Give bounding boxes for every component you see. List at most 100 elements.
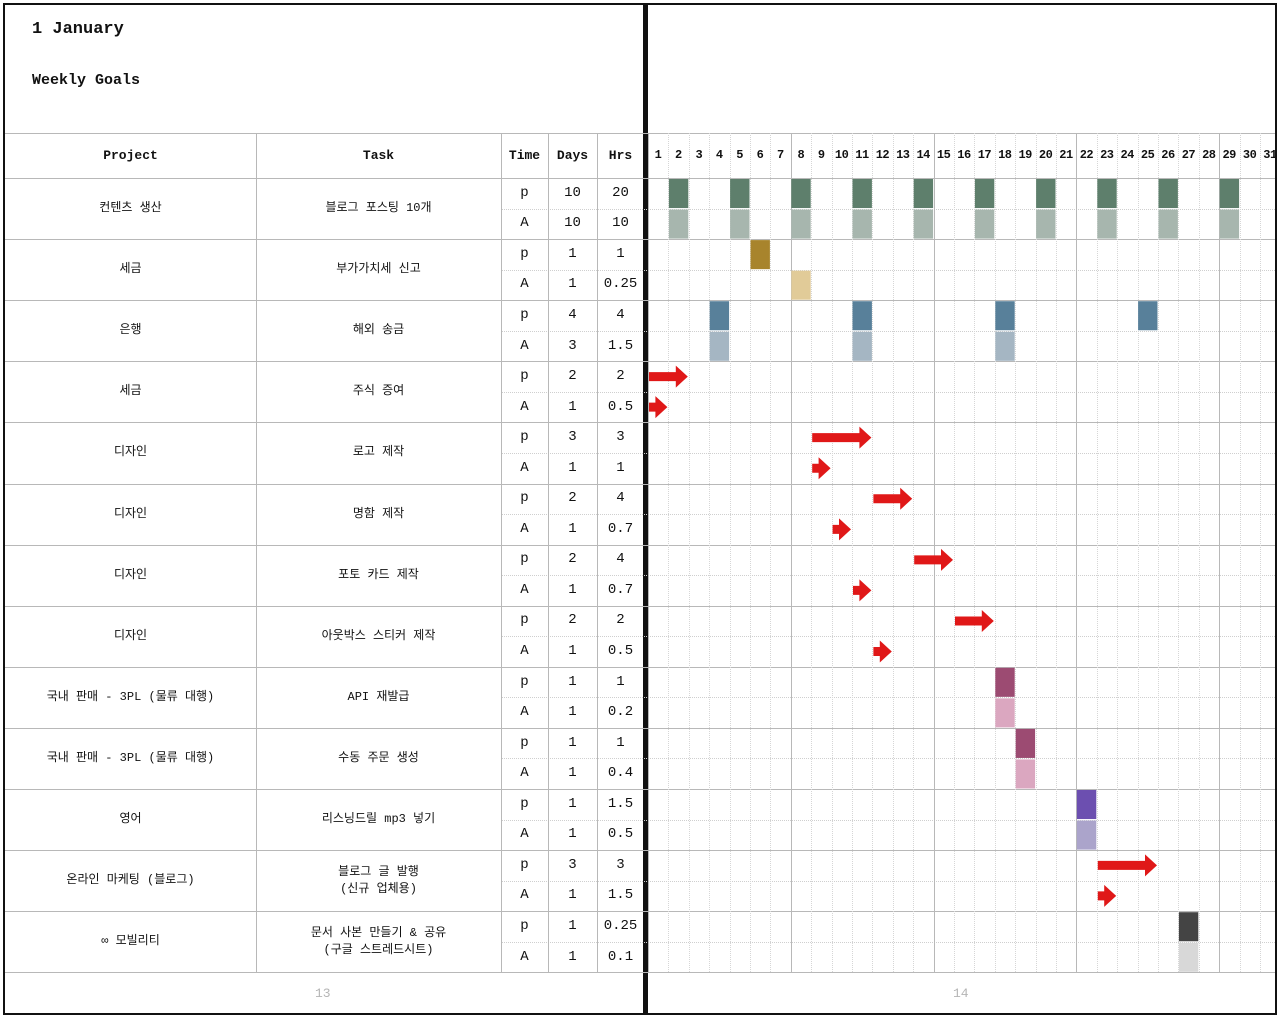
project-name: 디자인 [113,628,148,643]
day-column-line [994,133,996,973]
hrs-value: 1.5 [607,795,634,812]
day-number-8: 8 [797,148,805,162]
days-value: 1 [568,795,577,812]
day-column-line [1056,133,1057,973]
time-type-label: A [520,887,529,904]
day-column-line [648,133,649,973]
header-top-line [5,133,1275,134]
days-value: 1 [568,581,577,598]
day-column-line [954,133,955,973]
time-type-label: A [520,704,529,721]
day-number-11: 11 [855,148,869,162]
day-number-30: 30 [1242,148,1257,162]
day-column-line [974,133,976,973]
day-number-1: 1 [654,148,662,162]
hrs-value: 0.25 [603,917,638,934]
hrs-value: 1.5 [607,887,634,904]
hrs-value: 2 [616,368,625,385]
days-value: 10 [564,215,581,232]
day-number-12: 12 [875,148,890,162]
days-value: 1 [568,704,577,721]
day-number-18: 18 [998,148,1012,162]
page-title: 1 January [32,20,124,39]
task-name: 블로그 포스팅 10개 [325,201,432,216]
day-number-24: 24 [1120,148,1134,162]
time-type-label: A [520,337,529,354]
time-type-label: p [520,551,529,568]
day-column-line [729,133,731,973]
day-number-19: 19 [1018,148,1032,162]
day-number-26: 26 [1161,148,1175,162]
column-divider [548,133,549,973]
day-column-line [1198,133,1200,973]
project-name: 세금 [119,262,142,277]
project-name: 국내 판매 - 3PL (물류 대행) [46,689,215,704]
right-page-frame [645,3,1277,1015]
project-name: 컨텐츠 생산 [99,201,162,216]
hrs-value: 4 [616,306,625,323]
task-name: 아웃박스 스티커 제작 [321,628,436,643]
project-name: 디자인 [113,445,148,460]
days-value: 1 [568,948,577,965]
day-column-line [913,133,915,973]
time-type-label: p [520,368,529,385]
subrow-divider [501,941,1275,943]
hrs-value: 4 [616,490,625,507]
time-type-label: p [520,245,529,262]
subrow-divider [501,208,1275,210]
day-number-5: 5 [736,148,743,162]
time-type-label: A [520,581,529,598]
days-value: 2 [568,368,577,385]
project-column-header: Project [103,148,158,163]
day-column-line [688,133,690,973]
project-name: 세금 [119,384,142,399]
row-divider [5,666,1275,668]
day-column-line [892,133,894,973]
day-column-line [831,133,833,973]
time-type-label: A [520,459,529,476]
subrow-divider [501,391,1275,393]
days-value: 1 [568,398,577,415]
task-name: 문서 사본 만들기 & 공유 (구글 스트레드시트) [310,925,447,957]
hrs-value: 0.7 [607,581,634,598]
subrow-divider [501,269,1275,271]
day-number-22: 22 [1079,148,1094,162]
day-column-line [750,133,751,973]
day-number-14: 14 [916,148,930,162]
row-divider [5,972,1275,974]
days-value: 3 [568,429,577,446]
time-type-label: p [520,917,529,934]
day-number-6: 6 [756,148,764,162]
column-divider [501,133,502,973]
time-type-label: A [520,215,529,232]
time-type-label: A [520,826,529,843]
day-number-29: 29 [1222,148,1236,162]
day-number-10: 10 [834,148,849,162]
task-name: 명함 제작 [352,506,405,521]
day-column-line [1260,133,1261,973]
task-column-header: Task [362,148,395,163]
hrs-value: 10 [612,215,629,232]
column-divider [597,133,598,973]
day-column-line [1015,133,1017,973]
day-column-line [1076,133,1078,973]
time-type-label: A [520,276,529,293]
hrs-value: 1 [616,459,625,476]
row-divider [5,422,1275,424]
days-value: 1 [568,520,577,537]
hrs-value: 3 [616,429,625,446]
day-column-line [1137,133,1139,973]
day-column-line [933,133,935,973]
days-value: 3 [568,337,577,354]
hrs-value: 1 [616,245,625,262]
page-number-right: 14 [953,986,969,1001]
subrow-divider [501,514,1275,516]
hrs-column-header: Hrs [608,148,633,163]
weekly-goals-heading: Weekly Goals [32,72,141,89]
time-type-label: A [520,765,529,782]
time-type-label: p [520,184,529,201]
day-number-13: 13 [896,148,910,162]
row-divider [5,850,1275,852]
row-divider [5,911,1275,913]
hrs-value: 1.5 [607,337,634,354]
